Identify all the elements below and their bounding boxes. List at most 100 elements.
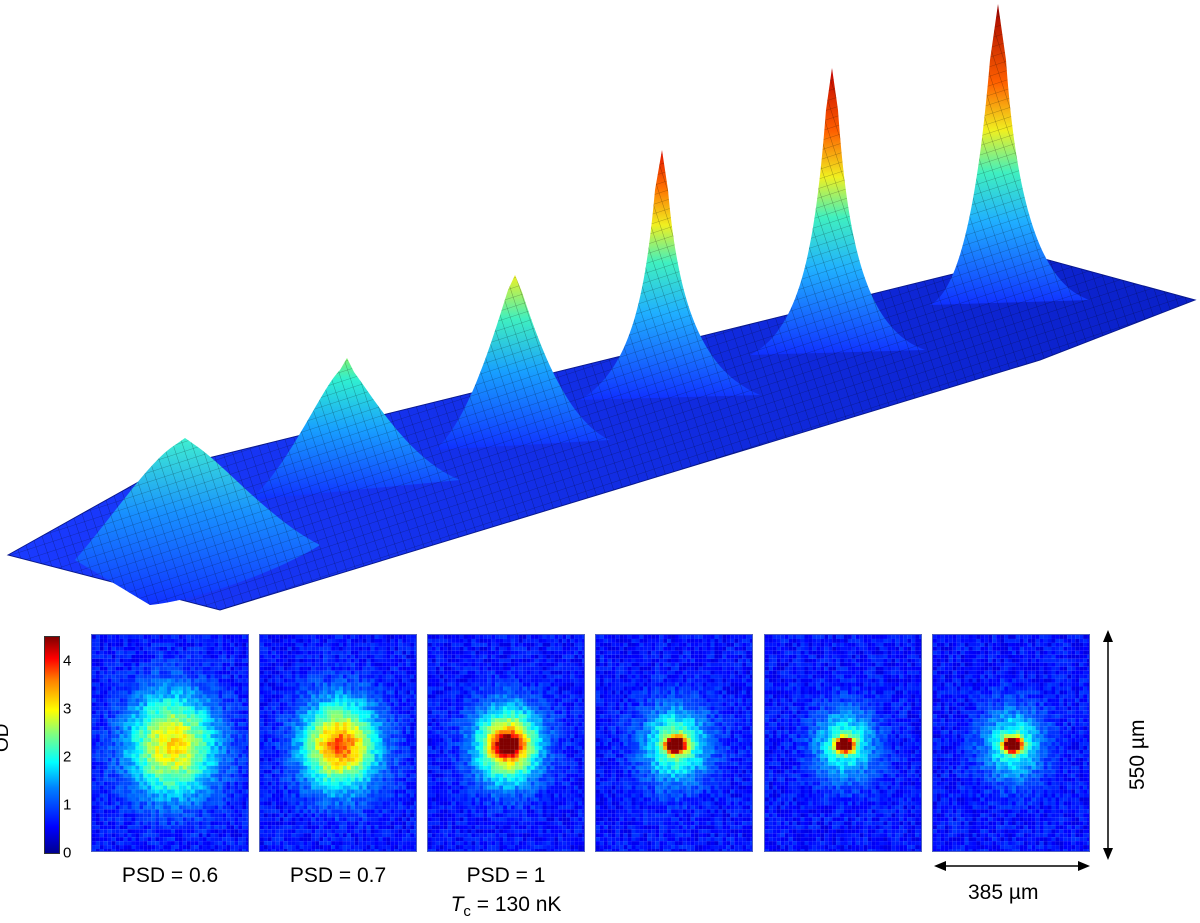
image-pixel bbox=[202, 726, 207, 731]
image-pixel bbox=[398, 821, 403, 826]
image-pixel bbox=[394, 809, 399, 814]
image-pixel bbox=[167, 666, 171, 671]
image-pixel bbox=[194, 635, 199, 639]
image-pixel bbox=[170, 702, 175, 707]
image-pixel bbox=[214, 718, 219, 723]
image-pixel bbox=[238, 646, 243, 651]
image-pixel bbox=[275, 777, 280, 782]
image-pixel bbox=[443, 678, 448, 683]
image-pixel bbox=[483, 674, 488, 679]
image-pixel bbox=[534, 654, 539, 659]
image-pixel bbox=[447, 642, 452, 647]
image-pixel bbox=[263, 706, 268, 711]
image-pixel bbox=[283, 710, 288, 715]
image-pixel bbox=[319, 682, 324, 687]
image-pixel bbox=[194, 738, 199, 743]
image-pixel bbox=[95, 765, 100, 770]
image-pixel bbox=[155, 658, 160, 663]
image-pixel bbox=[170, 730, 175, 735]
image-pixel bbox=[135, 841, 140, 846]
image-pixel bbox=[406, 821, 411, 826]
image-pixel bbox=[123, 757, 128, 762]
image-pixel bbox=[107, 785, 112, 790]
image-pixel bbox=[495, 650, 500, 655]
image-pixel bbox=[170, 821, 175, 826]
image-pixel bbox=[194, 817, 199, 822]
image-pixel bbox=[402, 769, 407, 774]
image-pixel bbox=[107, 849, 112, 851]
image-pixel bbox=[499, 662, 504, 667]
image-pixel bbox=[267, 761, 272, 766]
image-pixel bbox=[139, 825, 144, 830]
image-pixel bbox=[550, 682, 555, 687]
image-pixel bbox=[107, 757, 112, 762]
image-pixel bbox=[163, 670, 168, 675]
image-pixel bbox=[186, 813, 191, 818]
image-pixel bbox=[147, 658, 152, 663]
image-pixel bbox=[107, 753, 112, 758]
image-pixel bbox=[174, 817, 179, 822]
image-pixel bbox=[522, 638, 527, 643]
image-pixel bbox=[487, 658, 492, 663]
image-pixel bbox=[406, 777, 411, 782]
image-pixel bbox=[463, 690, 468, 695]
image-pixel bbox=[127, 825, 132, 830]
image-pixel bbox=[111, 650, 116, 655]
image-pixel bbox=[410, 837, 415, 842]
image-pixel bbox=[574, 638, 579, 643]
image-pixel bbox=[267, 749, 272, 754]
image-pixel bbox=[350, 702, 355, 707]
image-pixel bbox=[123, 734, 128, 739]
image-pixel bbox=[214, 837, 219, 842]
image-pixel bbox=[291, 738, 296, 743]
image-pixel bbox=[103, 694, 108, 699]
image-pixel bbox=[95, 841, 100, 846]
image-pixel bbox=[107, 710, 112, 715]
image-pixel bbox=[159, 837, 164, 842]
image-pixel bbox=[374, 694, 379, 699]
image-pixel bbox=[260, 797, 264, 802]
image-pixel bbox=[327, 789, 332, 794]
image-pixel bbox=[338, 698, 343, 703]
image-pixel bbox=[323, 714, 328, 719]
image-pixel bbox=[275, 726, 280, 731]
image-pixel bbox=[475, 642, 480, 647]
image-pixel bbox=[414, 785, 416, 790]
image-pixel bbox=[174, 769, 179, 774]
image-pixel bbox=[394, 682, 399, 687]
image-pixel bbox=[374, 749, 379, 754]
image-pixel bbox=[218, 646, 223, 651]
image-pixel bbox=[95, 821, 100, 826]
image-pixel bbox=[439, 646, 444, 651]
image-pixel bbox=[271, 817, 276, 822]
image-pixel bbox=[127, 670, 132, 675]
image-pixel bbox=[242, 821, 247, 826]
image-pixel bbox=[503, 690, 507, 695]
image-pixel bbox=[307, 682, 312, 687]
image-pixel bbox=[194, 785, 199, 790]
image-pixel bbox=[230, 658, 235, 663]
image-pixel bbox=[303, 662, 308, 667]
image-pixel bbox=[370, 742, 375, 746]
image-pixel bbox=[542, 662, 547, 667]
image-pixel bbox=[319, 662, 324, 667]
image-pixel bbox=[95, 773, 100, 778]
image-pixel bbox=[226, 765, 231, 770]
image-pixel bbox=[295, 722, 300, 727]
image-pixel bbox=[271, 650, 276, 655]
image-pixel bbox=[323, 789, 328, 794]
image-pixel bbox=[218, 742, 223, 746]
image-pixel bbox=[327, 662, 332, 667]
image-pixel bbox=[410, 654, 415, 659]
image-pixel bbox=[95, 670, 100, 675]
image-pixel bbox=[538, 670, 543, 675]
image-pixel bbox=[115, 781, 120, 786]
image-pixel bbox=[566, 674, 571, 679]
image-pixel bbox=[143, 698, 148, 703]
image-pixel bbox=[127, 635, 132, 639]
image-pixel bbox=[291, 801, 296, 806]
image-pixel bbox=[483, 642, 488, 647]
image-pixel bbox=[566, 686, 571, 691]
image-pixel bbox=[307, 674, 312, 679]
image-pixel bbox=[275, 801, 280, 806]
